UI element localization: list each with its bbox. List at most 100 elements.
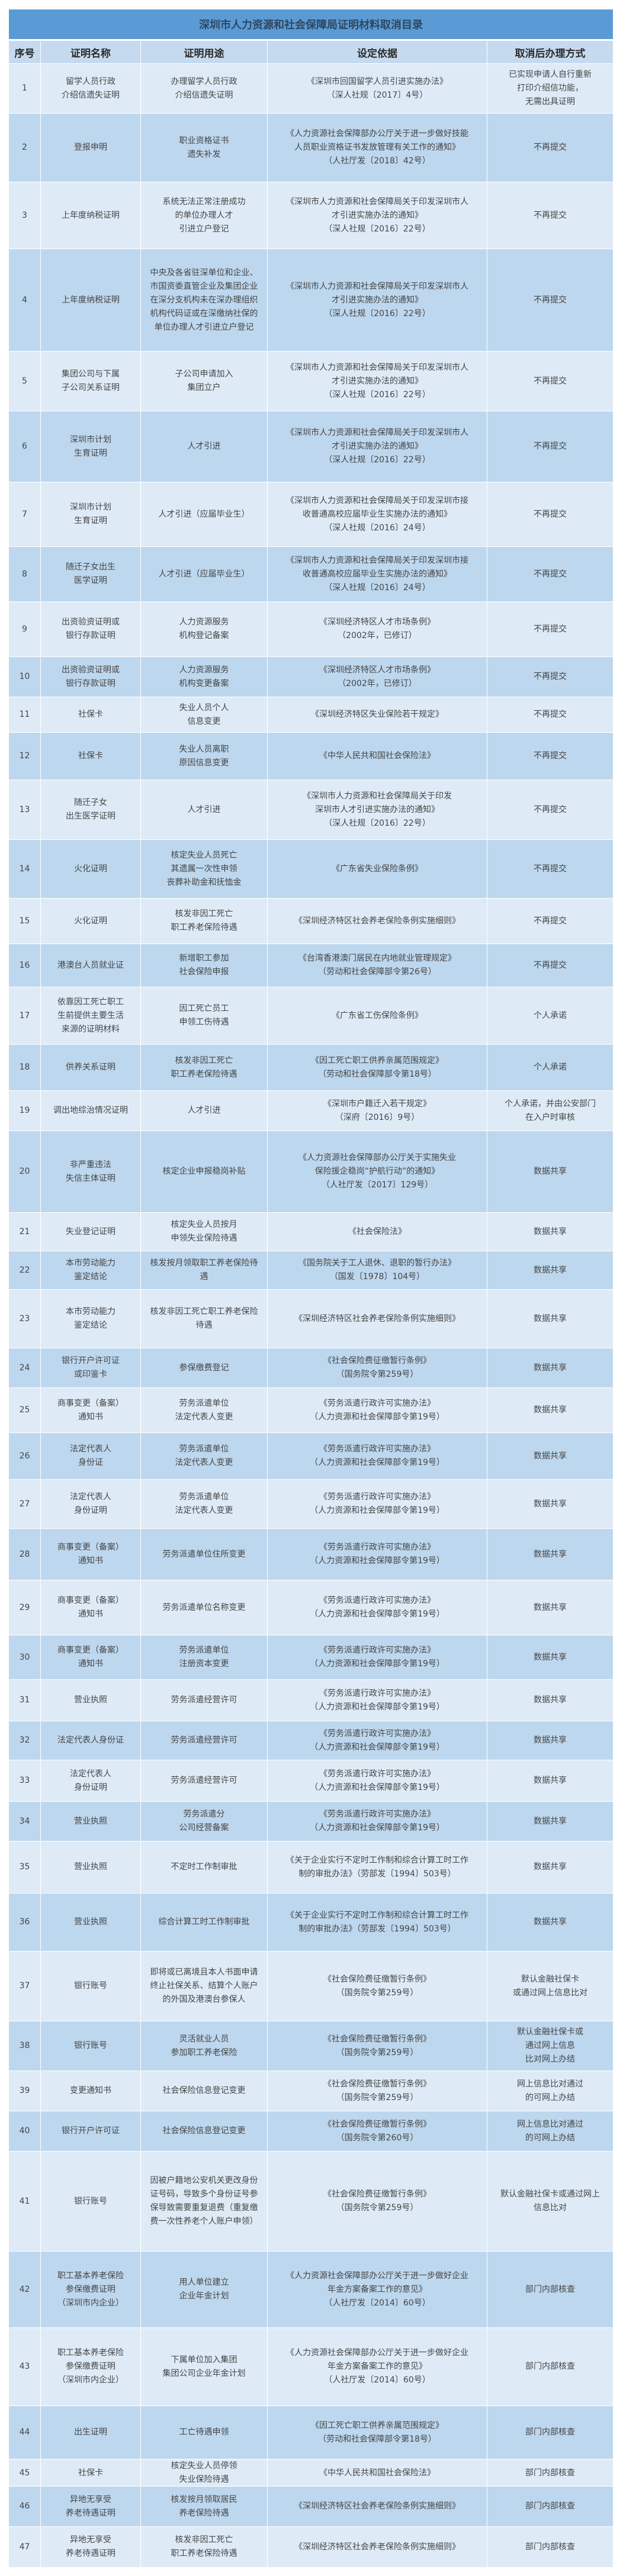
table-row: 32 法定代表人身份证 劳务派遣经营许可 《劳务派遣行政许可实施办法》 （人力资源和社…: [9, 1721, 613, 1760]
cell-basis: 《深圳市人力资源和社会保障局关于印发深圳市接 收普通高校应届毕业生实施办法的通知…: [268, 482, 487, 546]
cell-use: 劳务派遣经营许可: [141, 1760, 268, 1801]
cell-name: 调出地综治情况证明: [41, 1091, 141, 1131]
table-row: 7 深圳市计划 生育证明 人才引进（应届毕业生） 《深圳市人力资源和社会保障局关于印发…: [9, 482, 613, 546]
cell-name: 银行开户许可证: [41, 2111, 141, 2151]
table-row: 1 留学人员行政 介绍信遗失证明 办理留学人员行政 介绍信遗失证明 《深圳市回国留学人…: [9, 63, 613, 113]
cell-method: 部门内部核查: [525, 2468, 575, 2478]
cell-basis: 《社会保险费征缴暂行条例》 （国务院令第259号）: [268, 2152, 487, 2251]
table-row: 40 银行开户许可证 社会保险信息登记变更 《社会保险费征缴暂行条例》 （国务院令第2…: [9, 2111, 613, 2151]
cell-basis: 《社会保险费征缴暂行条例》 （国务院令第259号）: [268, 2071, 487, 2111]
cell-use: 劳务派遣单位 法定代表人变更: [141, 1480, 268, 1528]
cell-use: 因被户籍地公安机关更改身份 证号码，导致多个身份证号参 保导致需要重复退费（重复…: [141, 2152, 268, 2251]
cell-basis: 《深圳经济特区社会养老保险条例实施细则》: [268, 899, 487, 944]
table-row: 27 法定代表人 身份证明 劳务派遣单位 法定代表人变更 《劳务派遣行政许可实施办法》…: [9, 1479, 613, 1528]
table-row: 2 登报申明 职业资格证书 遗失补发 《人力资源社会保障部办公厅关于进一步做好技能 人…: [9, 113, 613, 182]
cell-use: 综合计算工时工作制审批: [141, 1894, 268, 1951]
cell-name: 营业执照: [41, 1894, 141, 1951]
cell-name: 社保卡: [41, 2459, 141, 2487]
cell-basis: 《深圳经济特区社会养老保险条例实施细则》: [268, 2527, 487, 2567]
cell-name: 银行账号: [41, 2152, 141, 2251]
cell-no: 1: [9, 64, 41, 113]
cell-name: 供养关系证明: [41, 1045, 141, 1090]
cell-name: 职工基本养老保险 参保缴费证明 （深圳市内企业）: [41, 2328, 141, 2406]
cell-basis: 《深圳市人力资源和社会保障局关于印发深圳市人 才引进实施办法的通知》 （深人社规…: [268, 182, 487, 249]
table-row: 10 出资验资证明或 银行存款证明 人力资源服务 机构变更备案 《深圳经济特区人才市场…: [9, 656, 613, 697]
cell-basis: 《社会保险费征缴暂行条例》 （国务院令第259号）: [268, 1952, 487, 2021]
cell-name: 随迁子女 出生医学证明: [41, 780, 141, 839]
cell-method: 个人承诺，并由公安部门 在入户时审核: [505, 1099, 596, 1122]
cell-use: 劳务派遣单位 注册资本变更: [141, 1635, 268, 1679]
cell-no: 21: [9, 1213, 41, 1251]
cell-name: 失业登记证明: [41, 1213, 141, 1251]
cell-use: 核发按月领取职工养老保险待 遇: [141, 1251, 268, 1289]
cell-no: 26: [9, 1433, 41, 1479]
cell-use: 不定时工作制审批: [141, 1841, 268, 1893]
table-row: 47 异地无享受 养老待遇证明 核发非因工死亡 职工养老保险待遇 《深圳经济特区社会养…: [9, 2526, 613, 2567]
cell-basis: 《深圳市人力资源和社会保障局关于印发深圳市接 收普通高校应届毕业生实施办法的通知…: [268, 547, 487, 601]
cell-basis: 《劳务派遣行政许可实施办法》 （人力资源和社会保障部令第19号）: [268, 1580, 487, 1635]
cell-name: 火化证明: [41, 899, 141, 944]
cell-name: 法定代表人 身份证明: [41, 1480, 141, 1528]
cell-name: 火化证明: [41, 840, 141, 898]
cell-no: 27: [9, 1480, 41, 1528]
cell-no: 36: [9, 1894, 41, 1951]
cell-method: 不再提交: [534, 710, 567, 719]
certificate-table: 深圳市人力资源和社会保障局证明材料取消目录 序号 证明名称 证明用途 设定依据 …: [9, 9, 613, 2567]
cell-use: 核定失业人员停领 失业保险待遇: [141, 2459, 268, 2487]
cell-basis: 《深圳经济特区失业保险若干规定》: [268, 697, 487, 732]
cell-basis: 《关于企业实行不定时工作制和综合计算工时工作 制的审批办法》（劳部发〔1994〕…: [268, 1894, 487, 1951]
cell-name: 留学人员行政 介绍信遗失证明: [41, 64, 141, 113]
cell-no: 17: [9, 987, 41, 1044]
cell-name: 法定代表人 身份证: [41, 1433, 141, 1479]
cell-method: 数据共享: [534, 1862, 567, 1872]
column-header-basis: 设定依据: [268, 41, 487, 63]
table-row: 14 火化证明 核定失业人员死亡 其遗属一次性申领 丧葬补助金和抚恤金 《广东省失业保…: [9, 839, 613, 898]
table-row: 5 集团公司与下属 子公司关系证明 子公司申请加入 集团立户 《深圳市人力资源和社会保…: [9, 351, 613, 411]
column-header-use: 证明用途: [141, 41, 268, 63]
cell-use: 即将或已离境且本人书面申请 终止社保关系、结算个人账户 的外国及港澳台参保人: [141, 1952, 268, 2021]
cell-use: 人力资源服务 机构登记备案: [141, 602, 268, 656]
cell-basis: 《深圳市回国留学人员引进实施办法》 （深人社规〔2017〕4号）: [268, 64, 487, 113]
cell-no: 35: [9, 1841, 41, 1893]
cell-no: 23: [9, 1290, 41, 1348]
cell-method: 默认金融社保卡或 通过网上信息 比对网上办结: [517, 2027, 583, 2064]
cell-basis: 《劳务派遣行政许可实施办法》 （人力资源和社会保障部令第19号）: [268, 1760, 487, 1801]
cell-basis: 《劳务派遣行政许可实施办法》 （人力资源和社会保障部令第19号）: [268, 1802, 487, 1841]
table-row: 38 银行账号 灵活就业人员 参加职工养老保险 《社会保险费征缴暂行条例》 （国务院令…: [9, 2021, 613, 2071]
table-row: 28 商事变更（备案） 通知书 劳务派遣单位住所变更 《劳务派遣行政许可实施办法》 （…: [9, 1528, 613, 1580]
cell-basis: 《人力资源社会保障部办公厅关于进一步做好企业 年金方案备案工作的意见》 （人社厅…: [268, 2252, 487, 2327]
cell-name: 上年度纳税证明: [41, 182, 141, 249]
cell-no: 46: [9, 2487, 41, 2526]
column-header-name: 证明名称: [41, 41, 141, 63]
cell-basis: 《劳务派遣行政许可实施办法》 （人力资源和社会保障部令第19号）: [268, 1388, 487, 1432]
table-header: 序号 证明名称 证明用途 设定依据 取消后办理方式: [9, 41, 613, 63]
cell-name: 非严重违法 失信主体证明: [41, 1131, 141, 1212]
table-row: 9 出资验资证明或 银行存款证明 人力资源服务 机构登记备案 《深圳经济特区人才市场条…: [9, 601, 613, 656]
cell-method: 数据共享: [534, 1265, 567, 1275]
cell-use: 核发非因工死亡 职工养老保险待遇: [141, 899, 268, 944]
cell-basis: 《深圳市户籍迁入若干规定》 （深府〔2016〕9号）: [268, 1091, 487, 1131]
cell-use: 核定失业人员死亡 其遗属一次性申领 丧葬补助金和抚恤金: [141, 840, 268, 898]
table-row: 22 本市劳动能力 鉴定结论 核发按月领取职工养老保险待 遇《国务院关于工人退休、退…: [9, 1251, 613, 1289]
cell-no: 18: [9, 1045, 41, 1090]
cell-method: 网上信息比对通过 的可网上办结: [517, 2119, 583, 2143]
cell-name: 上年度纳税证明: [41, 249, 141, 351]
table-row: 24 银行开户许可证 或印鉴卡 参保缴费登记 《社会保险费征缴暂行条例》 （国务院令第…: [9, 1348, 613, 1387]
cell-method: 不再提交: [534, 143, 567, 152]
cell-method: 数据共享: [534, 1451, 567, 1461]
cell-use: 下属单位加入集团 集团公司企业年金计划: [141, 2328, 268, 2406]
cell-basis: 《因工死亡职工供养亲属范围规定》 （劳动和社会保障部令第18号）: [268, 2406, 487, 2459]
cell-method: 不再提交: [534, 804, 567, 814]
cell-basis: 《劳务派遣行政许可实施办法》 （人力资源和社会保障部令第19号）: [268, 1480, 487, 1528]
cell-no: 32: [9, 1721, 41, 1760]
cell-use: 办理留学人员行政 介绍信遗失证明: [141, 64, 268, 113]
column-header-method: 取消后办理方式: [515, 47, 586, 60]
cell-no: 37: [9, 1952, 41, 2021]
cell-method: 个人承诺: [534, 1010, 567, 1020]
cell-name: 银行账号: [41, 2021, 141, 2071]
cell-method: 部门内部核查: [525, 2362, 575, 2371]
cell-method: 网上信息比对通过 的可网上办结: [517, 2079, 583, 2102]
table-row: 16 港澳台人员就业证 新增职工参加 社会保险申报 《台湾香港澳门居民在内地就业管理规…: [9, 944, 613, 987]
cell-method: 数据共享: [534, 1776, 567, 1785]
cell-basis: 《深圳经济特区人才市场条例》 （2002年，已修订）: [268, 602, 487, 656]
